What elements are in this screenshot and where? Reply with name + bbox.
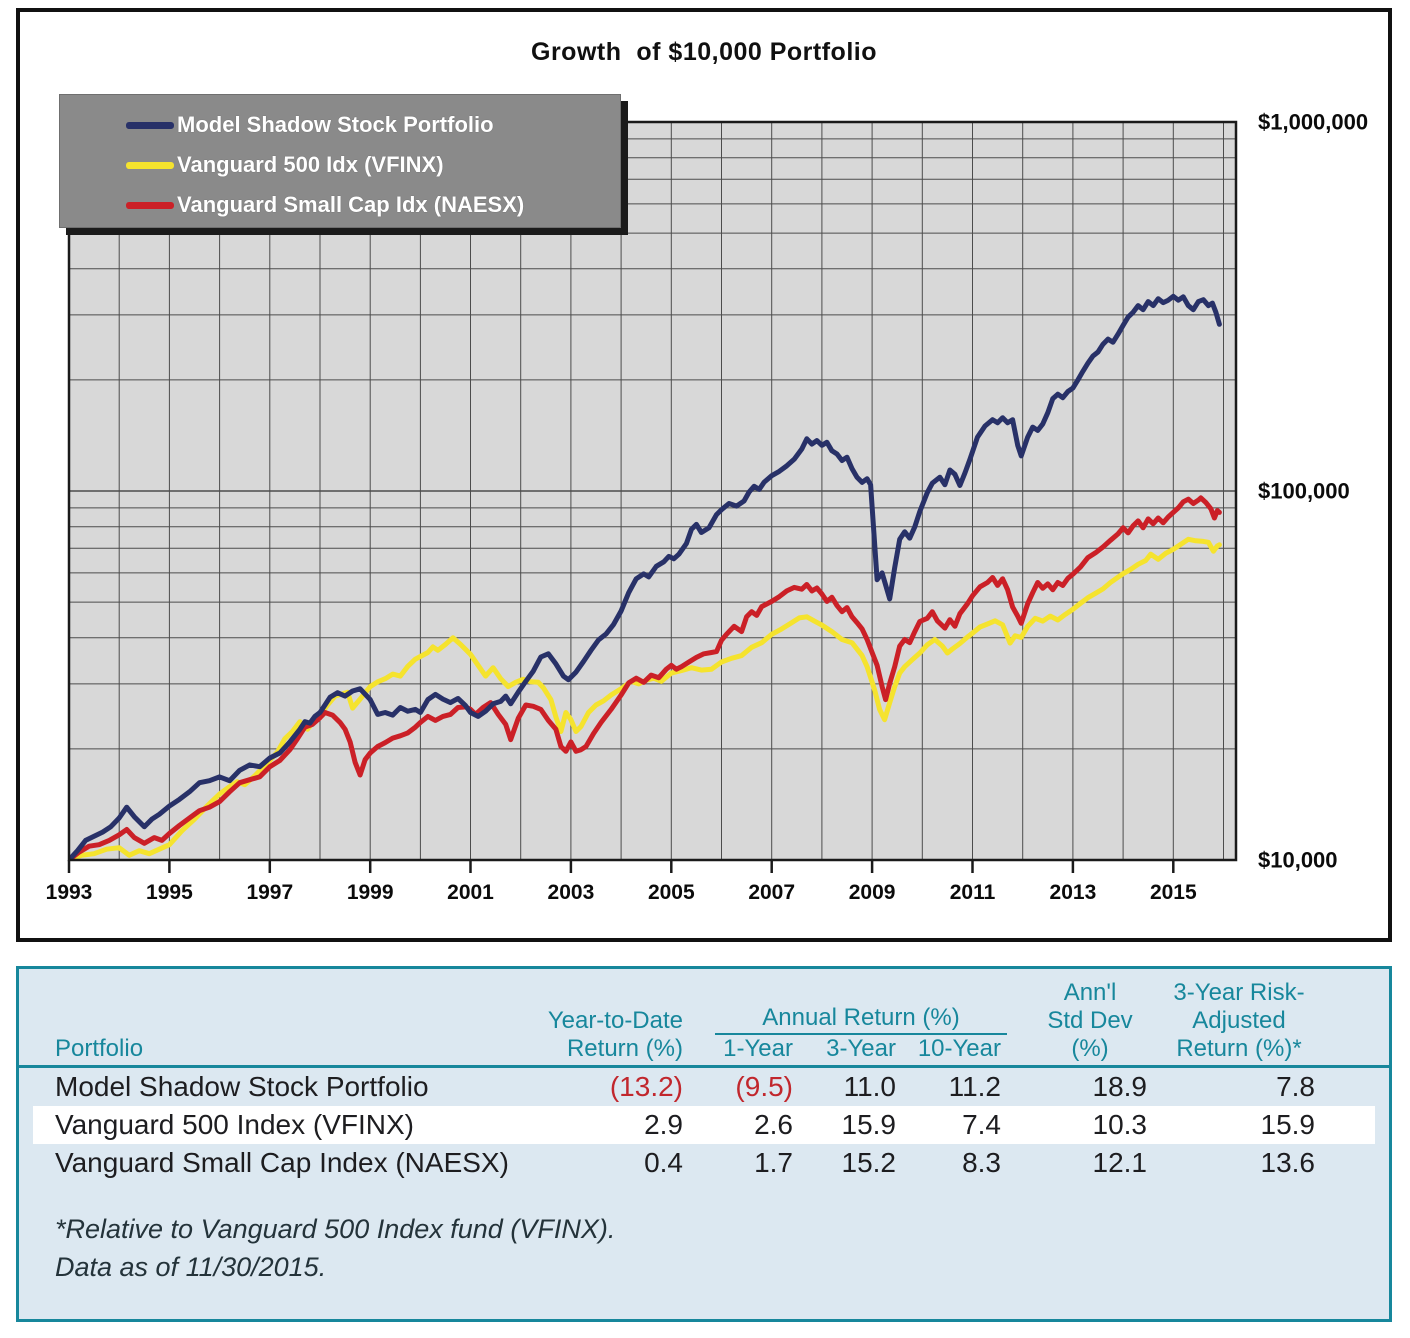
ytd-value: 2.9 xyxy=(644,1109,683,1140)
annual-return-subheaders: 1-Year 3-Year 10-Year xyxy=(689,1035,1007,1063)
portfolio-name: Model Shadow Stock Portfolio xyxy=(55,1071,429,1102)
portfolio-name: Vanguard 500 Index (VFINX) xyxy=(55,1109,415,1140)
std-dev-value: 10.3 xyxy=(1092,1109,1148,1140)
navy-line-swatch xyxy=(126,121,174,129)
chart-title: Growth of $10,000 Portfolio xyxy=(531,38,877,66)
risk-adjusted-value: 7.8 xyxy=(1276,1071,1315,1102)
red-line-swatch xyxy=(126,201,174,209)
svg-text:1995: 1995 xyxy=(146,881,193,904)
1-year-value: 1.7 xyxy=(754,1147,793,1178)
legend-label: Vanguard 500 Idx (VFINX) xyxy=(177,152,444,177)
col-header-1-year: 1-Year xyxy=(723,1035,793,1062)
table-row-vfinx: Vanguard 500 Index (VFINX) 2.9 2.6 15.9 … xyxy=(19,1106,1389,1144)
performance-table: Portfolio Year-to-Date Return (%) Annual… xyxy=(16,966,1392,1322)
svg-text:1997: 1997 xyxy=(246,881,293,904)
header-line: Adjusted xyxy=(1192,1007,1286,1034)
col-header-3-year: 3-Year xyxy=(826,1035,896,1062)
growth-chart-panel: 1993 1995 1997 1999 2001 2003 2005 2007 2009 2011… xyxy=(16,8,1392,942)
header-line: Return (%)* xyxy=(1176,1035,1302,1062)
legend-item-naesx: Vanguard Small Cap Idx (NAESX) xyxy=(126,185,620,225)
svg-text:2013: 2013 xyxy=(1050,881,1097,904)
risk-adjusted-value: 15.9 xyxy=(1260,1109,1316,1140)
svg-text:1993: 1993 xyxy=(46,881,93,904)
1-year-value: 2.6 xyxy=(754,1109,793,1140)
std-dev-value: 12.1 xyxy=(1092,1147,1148,1178)
svg-text:2015: 2015 xyxy=(1150,881,1197,904)
3-year-value: 11.0 xyxy=(843,1071,896,1102)
footnote-data-as-of: Data as of 11/30/2015. xyxy=(55,1252,327,1282)
ytd-value: 0.4 xyxy=(644,1147,683,1178)
header-line: Ann'l xyxy=(1063,979,1117,1006)
header-line: Std Dev xyxy=(1047,1007,1133,1034)
col-header-10-year: 10-Year xyxy=(917,1035,1001,1062)
table-row-shadow-stock: Model Shadow Stock Portfolio (13.2) (9.5… xyxy=(19,1068,1389,1106)
ytd-value: (13.2) xyxy=(609,1071,683,1102)
legend-label: Vanguard Small Cap Idx (NAESX) xyxy=(177,192,525,217)
1-year-value: (9.5) xyxy=(735,1071,793,1102)
svg-text:2001: 2001 xyxy=(447,881,494,904)
svg-text:2003: 2003 xyxy=(548,881,595,904)
10-year-value: 11.2 xyxy=(948,1071,1001,1102)
svg-text:2005: 2005 xyxy=(648,881,695,904)
3-year-value: 15.2 xyxy=(841,1147,897,1178)
col-header-portfolio: Portfolio xyxy=(55,1035,144,1062)
col-group-annual-return: Annual Return (%) 1-Year 3-Year 10-Year xyxy=(689,979,1007,1063)
growth-chart-plot: 1993 1995 1997 1999 2001 2003 2005 2007 2009 2011… xyxy=(46,110,1368,905)
footnote-relative: *Relative to Vanguard 500 Index fund (VF… xyxy=(55,1214,616,1244)
svg-text:1999: 1999 xyxy=(347,881,394,904)
header-divider xyxy=(19,1065,1389,1068)
header-line: (%) xyxy=(1071,1035,1109,1062)
table-footnotes: *Relative to Vanguard 500 Index fund (VF… xyxy=(19,1210,1389,1286)
3-year-value: 15.9 xyxy=(841,1109,897,1140)
legend-label: Model Shadow Stock Portfolio xyxy=(177,112,494,137)
legend-item-shadow-stock: Model Shadow Stock Portfolio xyxy=(126,105,620,145)
table-header-row: Portfolio Year-to-Date Return (%) Annual… xyxy=(19,969,1389,1063)
svg-text:$10,000: $10,000 xyxy=(1258,848,1338,873)
risk-adjusted-value: 13.6 xyxy=(1260,1147,1316,1178)
std-dev-value: 18.9 xyxy=(1092,1071,1148,1102)
10-year-value: 7.4 xyxy=(962,1109,1001,1140)
chart-legend: Model Shadow Stock Portfolio Vanguard 50… xyxy=(59,94,621,228)
col-header-risk-adjusted: 3-Year Risk- Adjusted Return (%)* xyxy=(1153,979,1321,1063)
legend-item-vfinx: Vanguard 500 Idx (VFINX) xyxy=(126,145,620,185)
svg-text:2007: 2007 xyxy=(748,881,795,904)
header-line: 3-Year Risk- xyxy=(1173,979,1305,1006)
table-row-naesx: Vanguard Small Cap Index (NAESX) 0.4 1.7… xyxy=(19,1144,1389,1182)
svg-text:$100,000: $100,000 xyxy=(1258,479,1350,504)
10-year-value: 8.3 xyxy=(962,1147,1001,1178)
col-header-std-dev: Ann'l Std Dev (%) xyxy=(1007,979,1153,1063)
header-line: Return (%) xyxy=(566,1035,683,1062)
col-header-ytd-return: Year-to-Date Return (%) xyxy=(493,979,689,1063)
portfolio-name: Vanguard Small Cap Index (NAESX) xyxy=(55,1147,509,1178)
svg-text:2011: 2011 xyxy=(950,881,996,904)
svg-text:2009: 2009 xyxy=(849,881,896,904)
svg-text:$1,000,000: $1,000,000 xyxy=(1258,110,1368,135)
yellow-line-swatch xyxy=(126,161,174,169)
annual-return-group-label: Annual Return (%) xyxy=(715,1004,1007,1035)
header-line: Year-to-Date xyxy=(547,1007,683,1034)
